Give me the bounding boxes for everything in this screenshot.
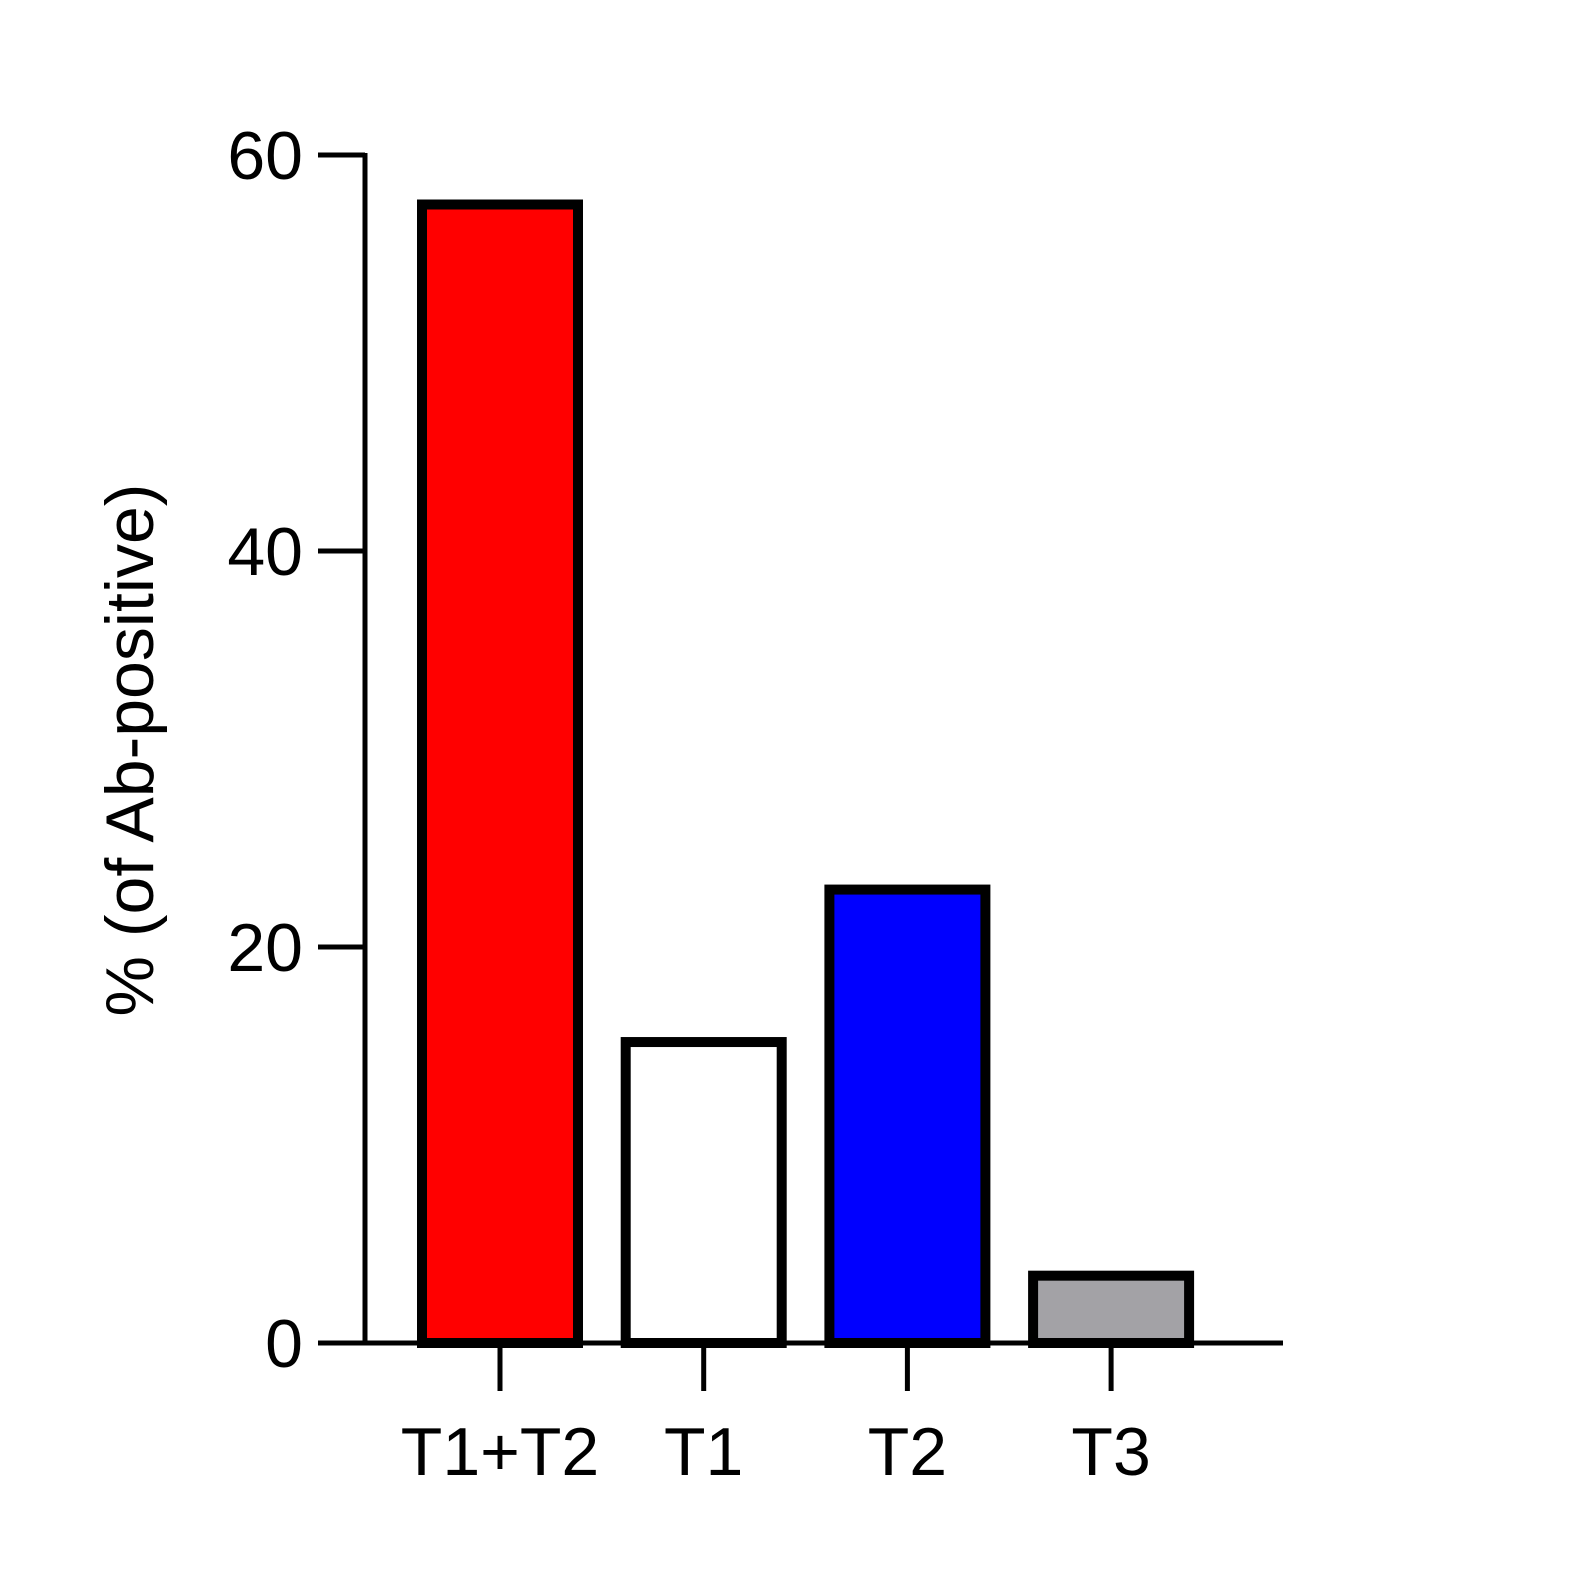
bar <box>1028 1270 1195 1349</box>
y-tick-label: 20 <box>227 910 303 986</box>
y-axis-label: % (of Ab-positive) <box>92 484 168 1017</box>
y-tick-label: 60 <box>227 118 303 194</box>
bar <box>417 199 583 1348</box>
bar <box>824 884 991 1349</box>
x-tick-label: T1 <box>664 1414 743 1490</box>
y-tick-label: 40 <box>227 514 303 590</box>
x-tick-label: T3 <box>1071 1414 1150 1490</box>
y-tick-label: 0 <box>265 1306 303 1382</box>
bar <box>620 1037 787 1349</box>
x-tick-label: T2 <box>868 1414 947 1490</box>
x-tick-label: T1+T2 <box>401 1414 599 1490</box>
